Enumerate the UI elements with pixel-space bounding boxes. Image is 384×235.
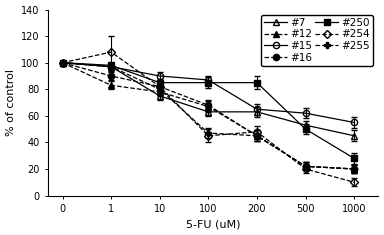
X-axis label: 5-FU (uM): 5-FU (uM) [186, 219, 240, 229]
Legend: #7, #12, #15, #16, #250, #254, #255: #7, #12, #15, #16, #250, #254, #255 [261, 15, 373, 66]
Y-axis label: % of control: % of control [5, 69, 16, 136]
